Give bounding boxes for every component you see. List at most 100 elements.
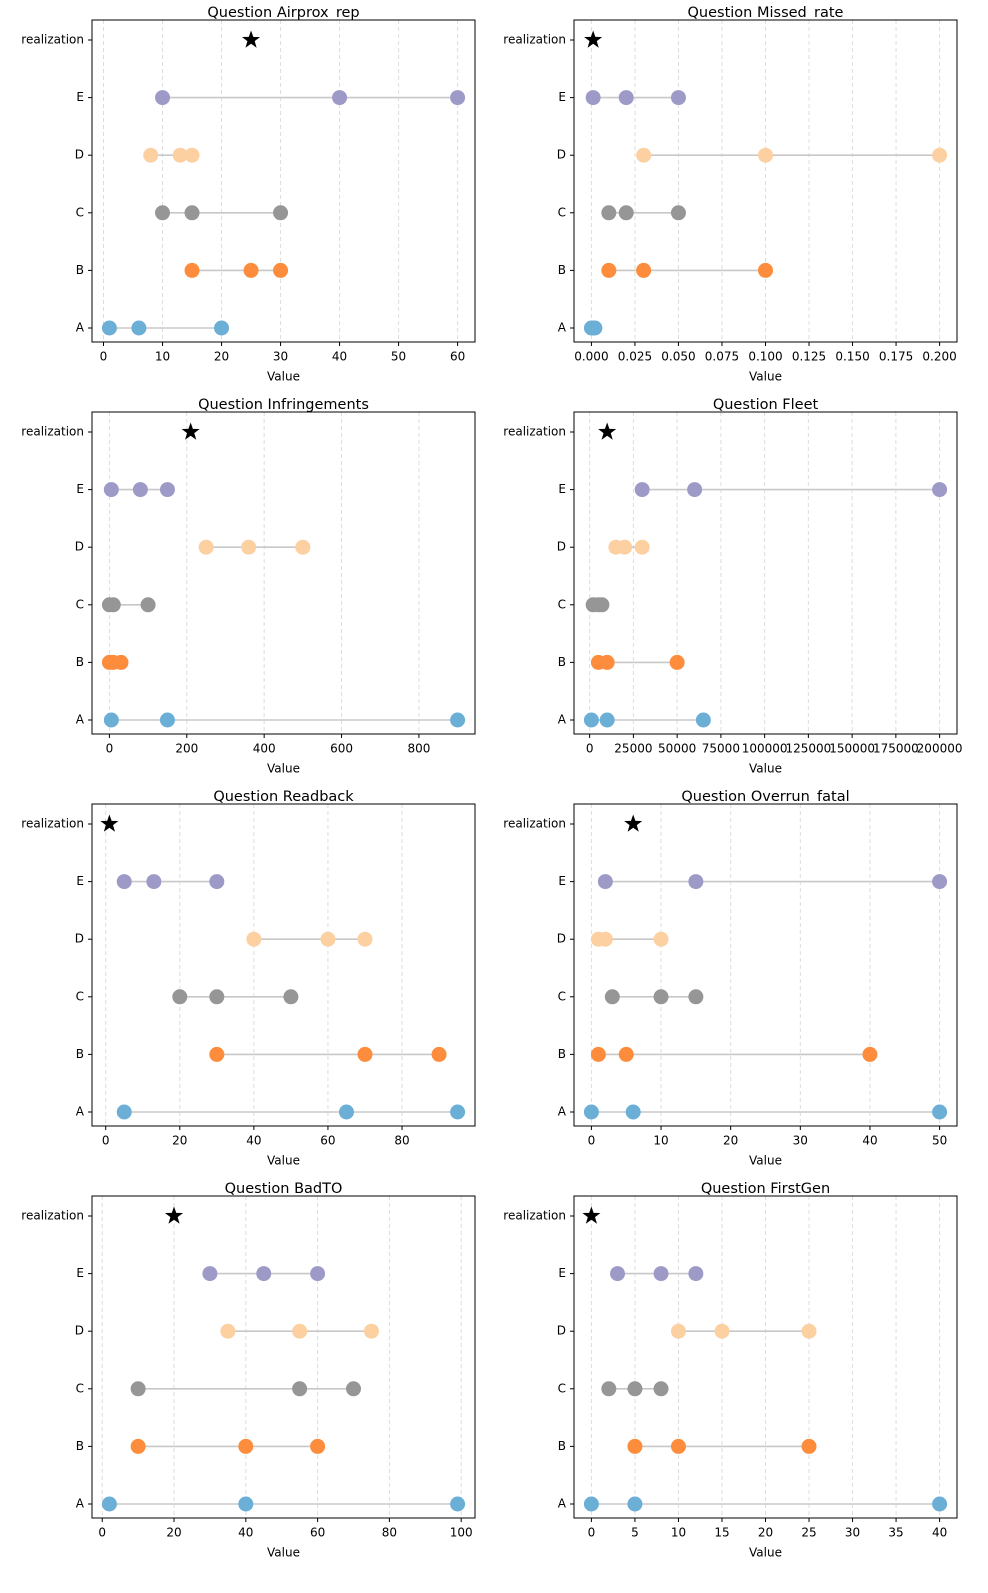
y-tick-label: E — [76, 1266, 84, 1280]
estimate-dot — [932, 874, 948, 890]
estimate-dot — [636, 262, 652, 278]
y-tick-label: C — [76, 597, 84, 611]
y-tick-label: B — [76, 1047, 84, 1061]
estimate-dot — [220, 1323, 236, 1339]
estimate-dot — [599, 654, 615, 670]
y-tick-label: A — [76, 1105, 85, 1119]
estimate-dot — [670, 1323, 686, 1339]
x-axis-label: Value — [749, 1154, 782, 1168]
estimate-dot — [431, 1046, 447, 1062]
plot-frame — [91, 19, 476, 343]
y-tick-label: A — [76, 713, 85, 727]
estimate-dot — [801, 1323, 817, 1339]
x-tick-label: 40 — [332, 350, 347, 364]
y-tick-label: E — [558, 874, 566, 888]
x-tick-label: 10 — [155, 350, 170, 364]
realization-star — [181, 422, 200, 440]
plot-frame — [91, 1195, 476, 1519]
estimate-dot — [292, 1381, 308, 1397]
y-tick-label: E — [76, 90, 84, 104]
x-tick-label: 20 — [723, 1134, 738, 1148]
estimate-dot — [357, 931, 373, 947]
estimate-dot — [103, 482, 119, 498]
estimate-dot — [130, 1438, 146, 1454]
estimate-dot — [131, 320, 147, 336]
estimate-dot — [113, 654, 129, 670]
estimate-dot — [105, 597, 121, 613]
x-tick-label: 125000 — [785, 742, 831, 756]
estimate-dot — [932, 1104, 948, 1120]
estimate-dot — [758, 147, 773, 163]
y-tick-label: D — [75, 148, 84, 162]
estimate-dot — [143, 147, 159, 163]
estimate-dot — [159, 482, 175, 498]
estimate-dot — [669, 654, 685, 670]
x-tick-label: 0.050 — [661, 350, 695, 364]
estimate-dot — [618, 90, 634, 106]
estimate-dot — [590, 1046, 606, 1062]
x-tick-label: 80 — [394, 1134, 409, 1148]
estimate-dot — [450, 1104, 466, 1120]
subplot: 0 25000 50000 75000 100000125000150000175000… — [503, 397, 962, 776]
y-tick-label: realization — [21, 817, 84, 831]
estimate-dot — [332, 90, 348, 106]
estimate-dot — [687, 482, 703, 498]
estimate-dot — [172, 989, 188, 1005]
estimate-dot — [634, 482, 650, 498]
estimate-dot — [140, 597, 156, 613]
x-tick-label: 0 — [588, 1134, 596, 1148]
plot-frame — [573, 803, 958, 1127]
x-tick-label: 0.075 — [705, 350, 739, 364]
y-tick-label: D — [557, 932, 566, 946]
y-tick-label: realization — [503, 33, 566, 47]
y-tick-label: A — [558, 1497, 567, 1511]
estimate-dot — [184, 205, 200, 221]
estimate-dot — [625, 1104, 641, 1120]
estimate-dot — [604, 989, 620, 1005]
x-tick-label: 0 — [586, 742, 594, 756]
chart-title: Question FirstGen — [701, 1181, 830, 1197]
y-tick-label: D — [75, 932, 84, 946]
y-tick-label: A — [558, 1105, 567, 1119]
estimate-dot — [450, 90, 466, 106]
estimate-dot — [363, 1323, 379, 1339]
x-tick-label: 30 — [273, 350, 288, 364]
y-tick-label: realization — [503, 1209, 566, 1223]
estimate-dot — [932, 147, 948, 163]
estimate-dot — [209, 989, 225, 1005]
estimate-dot — [246, 931, 262, 947]
y-tick-label: D — [557, 1324, 566, 1338]
estimate-dot — [103, 712, 119, 728]
y-tick-label: C — [76, 1381, 84, 1395]
estimate-dot — [653, 931, 669, 947]
y-tick-label: realization — [21, 1209, 84, 1223]
y-tick-label: D — [75, 540, 84, 554]
estimate-dot — [241, 539, 257, 555]
y-tick-label: C — [76, 989, 84, 1003]
estimate-dot — [583, 1496, 599, 1512]
x-tick-label: 20 — [214, 350, 229, 364]
plot-frame — [573, 411, 958, 735]
x-tick-label: 50 — [391, 350, 406, 364]
x-tick-label: 60 — [450, 350, 465, 364]
x-tick-label: 10 — [653, 1134, 668, 1148]
estimate-dot — [159, 712, 175, 728]
estimate-dot — [155, 205, 171, 221]
y-tick-label: D — [557, 540, 566, 554]
x-tick-label: 150000 — [829, 742, 875, 756]
estimate-dot — [932, 482, 948, 498]
y-tick-label: E — [76, 874, 84, 888]
x-tick-label: 30 — [793, 1134, 808, 1148]
estimate-dot — [283, 989, 299, 1005]
y-tick-label: realization — [503, 425, 566, 439]
x-tick-label: 0.200 — [922, 350, 956, 364]
estimate-dot — [256, 1266, 272, 1282]
x-axis-label: Value — [749, 370, 782, 384]
realization-star — [582, 1206, 601, 1224]
x-tick-label: 40 — [246, 1134, 261, 1148]
